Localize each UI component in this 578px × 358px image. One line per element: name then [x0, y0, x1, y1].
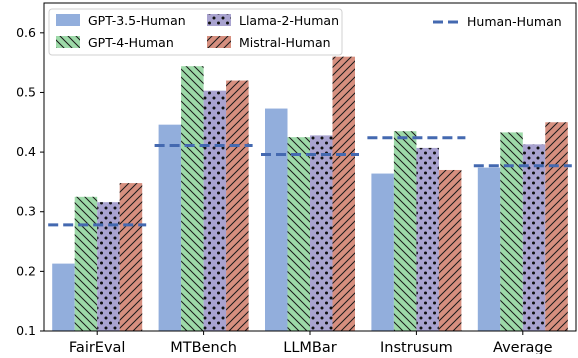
- bar-gpt-3-5-human-average: [477, 167, 501, 331]
- y-tick-label: 0.3: [16, 204, 36, 219]
- legend-swatch-hatch-mistral-human: [207, 36, 231, 48]
- bar-hatch-gpt-4-human-faireval: [74, 196, 98, 331]
- bar-hatch-gpt-4-human-instrusum: [393, 131, 417, 331]
- bar-gpt-3-5-human-mtbench: [158, 124, 182, 332]
- x-tick-label: FairEval: [69, 340, 126, 354]
- bar-hatch-gpt-4-human-llmbar: [287, 137, 310, 331]
- bar-hatch-llama-2-human-llmbar: [310, 135, 333, 331]
- legend-label-human-human: Human-Human: [467, 14, 562, 29]
- reference-lines-layer: [48, 136, 572, 227]
- legend-label-llama-2-human: Llama-2-Human: [239, 13, 339, 28]
- legend-swatch-hatch-llama-2-human: [207, 14, 231, 26]
- bar-hatch-llama-2-human-instrusum: [416, 147, 439, 331]
- bar-hatch-mistral-human-faireval: [119, 183, 143, 331]
- x-tick-label: Instrusum: [380, 340, 453, 354]
- axes-layer: 0.1 0.2 0.3 0.4 0.5 0.6 FairEval MTBench LLMBar I…: [16, 2, 577, 356]
- legend-label-gpt-4-human: GPT-4-Human: [88, 35, 174, 50]
- y-tick-label: 0.2: [16, 263, 36, 278]
- legend-box: [48, 8, 343, 56]
- bar-hatch-llama-2-human-mtbench: [203, 90, 227, 331]
- bar-gpt-3-5-human-instrusum: [371, 173, 394, 331]
- bar-gpt-3-5-human-llmbar: [265, 108, 288, 331]
- bar-hatch-mistral-human-average: [545, 122, 568, 331]
- bar-hatch-mistral-human-llmbar: [332, 56, 355, 331]
- y-tick-label: 0.5: [16, 84, 36, 99]
- legend-label-mistral-human: Mistral-Human: [239, 35, 331, 50]
- bars-layer: [52, 56, 568, 332]
- bar-hatch-llama-2-human-average: [522, 144, 546, 331]
- y-tick-label: 0.1: [16, 323, 36, 338]
- bar-hatch-llama-2-human-faireval: [97, 202, 120, 331]
- x-tick-label: Average: [493, 340, 553, 354]
- y-tick-label: 0.4: [16, 144, 36, 159]
- legend: GPT-3.5-Human GPT-4-Human Llama-2-Human Mis…: [48, 8, 562, 56]
- bar-hatch-gpt-4-human-average: [500, 132, 523, 331]
- legend-swatch-gpt-3-5-human: [56, 14, 80, 26]
- x-tick-label: LLMBar: [283, 340, 337, 354]
- x-tick-label: MTBench: [170, 340, 237, 354]
- bar-hatch-gpt-4-human-mtbench: [181, 66, 204, 332]
- y-tick-label: 0.6: [16, 25, 36, 40]
- bar-hatch-mistral-human-mtbench: [226, 80, 249, 331]
- bar-hatch-mistral-human-instrusum: [438, 169, 462, 331]
- legend-swatch-hatch-gpt-4-human: [56, 36, 80, 48]
- legend-label-gpt-3-5-human: GPT-3.5-Human: [88, 13, 186, 28]
- bar-gpt-3-5-human-faireval: [52, 263, 75, 331]
